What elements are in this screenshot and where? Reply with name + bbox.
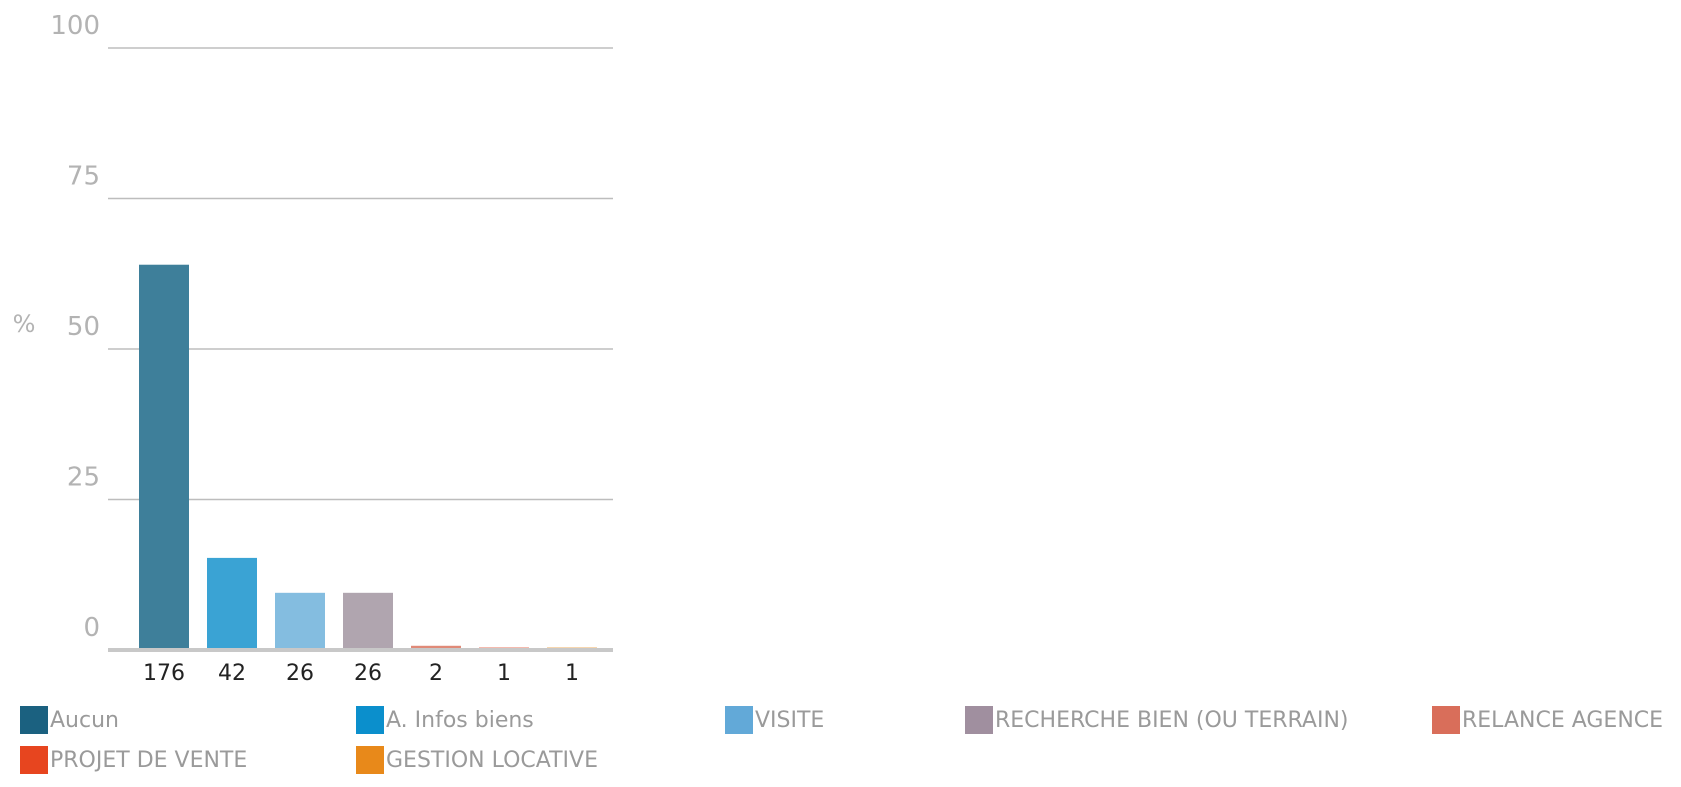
bar-count-label: 1 xyxy=(565,661,579,686)
legend: Aucun A. Infos biens VISITE RECHERCHE BIEN … xyxy=(20,0,1681,787)
legend-swatch xyxy=(356,746,384,774)
legend-item: Aucun xyxy=(20,706,119,734)
y-tick-label: 75 xyxy=(67,162,100,192)
legend-swatch xyxy=(20,706,48,734)
bar-count-label: 26 xyxy=(354,661,382,686)
legend-label: A. Infos biens xyxy=(386,707,534,733)
y-axis-ticks: 0 25 50 75 100 xyxy=(50,11,100,643)
legend-item: PROJET DE VENTE xyxy=(20,746,247,774)
legend-swatch xyxy=(965,706,993,734)
legend-label: RECHERCHE BIEN (OU TERRAIN) xyxy=(995,707,1349,733)
legend-swatch xyxy=(1432,706,1460,734)
y-tick-label: 25 xyxy=(67,463,100,493)
legend-label: VISITE xyxy=(755,707,825,733)
legend-label: GESTION LOCATIVE xyxy=(386,747,598,773)
legend-swatch xyxy=(20,746,48,774)
legend-item: VISITE xyxy=(725,706,824,734)
bar-5 xyxy=(411,645,461,650)
bar-count-label: 42 xyxy=(218,661,246,686)
legend-swatch xyxy=(725,706,753,734)
bar-1 xyxy=(139,264,189,650)
grid-lines xyxy=(108,47,613,501)
legend-item: GESTION LOCATIVE xyxy=(356,746,598,774)
y-axis-title: % xyxy=(13,310,36,338)
bar-count-labels: 176 42 26 26 2 1 1 xyxy=(143,661,579,686)
legend-item: A. Infos biens xyxy=(356,706,534,734)
bar-2 xyxy=(207,557,257,650)
y-tick-label: 50 xyxy=(67,312,100,342)
legend-label: Aucun xyxy=(50,707,119,733)
legend-item: RECHERCHE BIEN (OU TERRAIN) xyxy=(965,706,1349,734)
legend-item: RELANCE AGENCE xyxy=(1432,706,1663,734)
legend-swatch xyxy=(356,706,384,734)
bar-count-label: 1 xyxy=(497,661,511,686)
legend-label: PROJET DE VENTE xyxy=(50,747,248,773)
bars xyxy=(139,264,597,650)
bar-count-label: 26 xyxy=(286,661,314,686)
bar-4 xyxy=(343,592,393,650)
y-tick-label: 100 xyxy=(50,11,100,41)
bar-count-label: 176 xyxy=(143,661,185,686)
bar-count-label: 2 xyxy=(429,661,443,686)
legend-label: RELANCE AGENCE xyxy=(1462,707,1664,733)
y-tick-label: 0 xyxy=(83,613,100,643)
bar-3 xyxy=(275,592,325,650)
